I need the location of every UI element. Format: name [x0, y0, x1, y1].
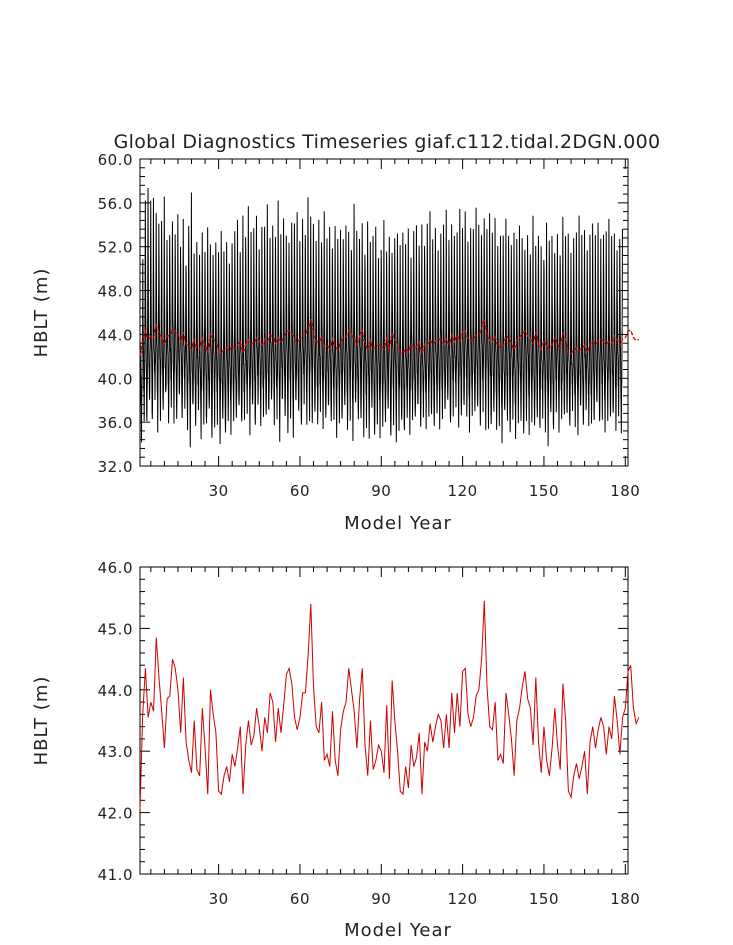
top-y-tick-label: 36.0: [98, 414, 133, 432]
top-y-tick-label: 40.0: [98, 370, 133, 388]
top-tick-marks: [140, 158, 628, 467]
top-x-tick-label: 180: [610, 482, 640, 500]
bottom-annual-mean-series-line: [139, 600, 640, 810]
top-y-axis-label: HBLT (m): [31, 268, 52, 358]
bottom-tick-marks: [140, 566, 628, 875]
bottom-x-tick-label: 180: [610, 890, 640, 908]
bottom-x-axis-label: Model Year: [344, 920, 452, 941]
top-y-tick-label: 52.0: [98, 239, 133, 257]
top-x-tick-label: 60: [290, 482, 310, 500]
bottom-plot-frame: [139, 566, 629, 875]
bottom-y-axis-label: HBLT (m): [31, 676, 52, 766]
bottom-panel: 30 60 90 120 150 180 41.0 42.0 43.0 44.0 45.0 46.0 M…: [31, 559, 640, 941]
chart-title: Global Diagnostics Timeseries giaf.c112.…: [114, 131, 661, 153]
top-y-tick-label: 32.0: [98, 458, 133, 476]
top-x-tick-label: 120: [448, 482, 478, 500]
bottom-x-tick-label: 30: [209, 890, 229, 908]
top-x-axis-label: Model Year: [344, 513, 452, 534]
top-y-tick-label: 56.0: [98, 195, 133, 213]
top-annual-mean-series-line: [139, 318, 640, 356]
top-monthly-series-line: [139, 187, 623, 448]
top-x-tick-label: 30: [209, 482, 229, 500]
bottom-y-tick-label: 45.0: [98, 620, 133, 638]
top-x-tick-label: 150: [529, 482, 559, 500]
bottom-y-tick-label: 44.0: [98, 682, 133, 700]
bottom-x-tick-label: 150: [529, 890, 559, 908]
top-x-tick-label: 90: [371, 482, 391, 500]
bottom-y-tick-label: 42.0: [98, 805, 133, 823]
bottom-y-tick-label: 41.0: [98, 866, 133, 884]
bottom-y-tick-label: 46.0: [98, 559, 133, 577]
top-panel: Global Diagnostics Timeseries giaf.c112.…: [31, 131, 660, 534]
bottom-x-tick-label: 60: [290, 890, 310, 908]
top-y-tick-label: 44.0: [98, 326, 133, 344]
bottom-x-tick-label: 120: [448, 890, 478, 908]
top-y-tick-label: 48.0: [98, 283, 133, 301]
bottom-y-tick-label: 43.0: [98, 743, 133, 761]
top-plot-frame: [139, 158, 629, 467]
bottom-x-tick-label: 90: [371, 890, 391, 908]
top-y-tick-label: 60.0: [98, 151, 133, 169]
